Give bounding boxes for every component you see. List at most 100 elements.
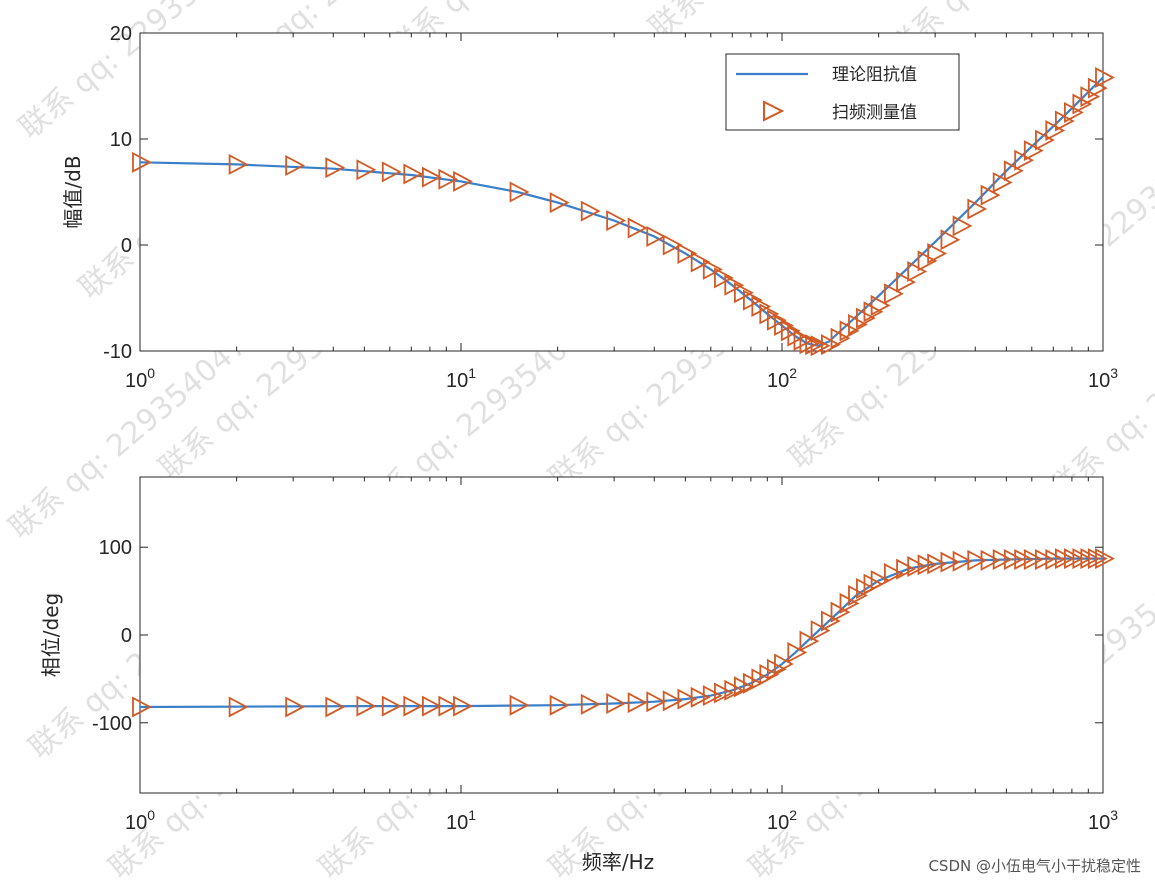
measured-point [1087,77,1108,99]
x-tick-label: 100 [125,365,155,392]
measured-point [1095,67,1115,89]
measured-point [677,242,698,264]
measured-point [787,642,808,664]
legend-entry-measured: 扫频测量值 [832,103,917,123]
legend-measured-swatch [763,100,785,122]
phase-measured-series [132,548,1115,718]
measured-point [509,181,530,203]
measured-point [870,294,891,316]
legend-entry-theory: 理论阻抗值 [832,65,917,85]
measured-point [907,261,928,282]
measured-point [810,335,831,357]
magnitude-measured-series [132,67,1115,357]
measured-point [509,694,530,716]
measured-point [438,168,459,190]
measured-point [863,301,884,323]
measured-point [580,693,601,715]
measured-point [1080,86,1101,108]
measured-point [702,258,723,280]
measured-point [759,664,780,685]
x-tick-label: 100 [125,807,155,834]
y-tick-label: 0 [121,625,132,647]
measured-point [799,333,820,355]
phase-plot-area [139,476,1104,794]
measured-point [980,184,1001,206]
measured-point [627,692,648,714]
measured-point [940,229,961,251]
measured-point [453,695,473,717]
measured-point [381,695,402,717]
measured-point [917,250,938,272]
measured-point [646,226,667,248]
measured-point [421,695,442,717]
measured-point [606,692,627,714]
legend: 理论阻抗值 扫频测量值 [725,53,960,131]
measured-point [927,242,948,264]
measured-point [810,620,831,642]
measured-point [940,551,961,573]
measured-point [766,658,787,680]
credit-text: CSDN @小伍电气小干扰稳定性 [928,857,1141,875]
measured-point [690,686,711,708]
measured-point [1087,548,1108,570]
phase-ticks: 100 101 102 103 100 0 -100 [92,477,1118,834]
measured-point [884,563,904,585]
measured-point [381,161,402,183]
measured-point [759,303,780,325]
measured-point [856,307,876,329]
y-tick-label: 10 [110,129,132,151]
measured-point [1003,160,1024,182]
measured-point [662,234,683,256]
x-tick-label: 102 [767,365,797,392]
measured-point [403,163,424,185]
x-tick-label: 102 [767,807,797,834]
measured-point [992,549,1013,571]
y-tick-label: 100 [99,537,132,559]
measured-point [774,315,794,337]
y-tick-label: 0 [121,235,132,257]
measured-point [662,690,683,712]
measured-point [285,155,306,176]
measured-point [821,610,841,632]
measured-point [896,558,916,580]
measured-point [952,215,973,237]
magnitude-y-axis-label: 幅值/dB [61,155,85,228]
measured-point [1023,140,1044,162]
measured-point [702,685,723,707]
measured-point [325,696,346,718]
measured-point [606,210,627,232]
measured-point [677,688,698,710]
measured-point [1035,549,1055,571]
measured-point [285,696,306,718]
measured-point [132,151,152,173]
measured-point [980,549,1001,571]
measured-point [549,694,570,716]
measured-point [1035,129,1055,151]
measured-point [724,274,745,296]
measured-point [356,159,377,181]
measured-point [228,153,249,175]
measured-point [228,696,249,718]
measured-point [927,553,948,575]
measured-point [870,570,891,592]
measured-point [438,695,459,717]
measured-point [799,630,820,652]
measured-point [1045,120,1066,142]
measured-point [627,217,648,239]
measured-point [780,320,801,342]
phase-panel: 100 101 102 103 100 0 -100 相位/deg 频率/Hz [39,476,1118,874]
measured-point [690,251,711,273]
y-tick-label: 20 [110,23,132,45]
measured-point [766,309,787,331]
measured-point [403,695,424,717]
measured-point [1014,549,1035,571]
measured-point [580,200,601,222]
measured-point [325,157,346,179]
measured-point [549,192,570,214]
measured-point [884,283,904,305]
measured-point [952,550,973,572]
measured-point [821,334,841,356]
